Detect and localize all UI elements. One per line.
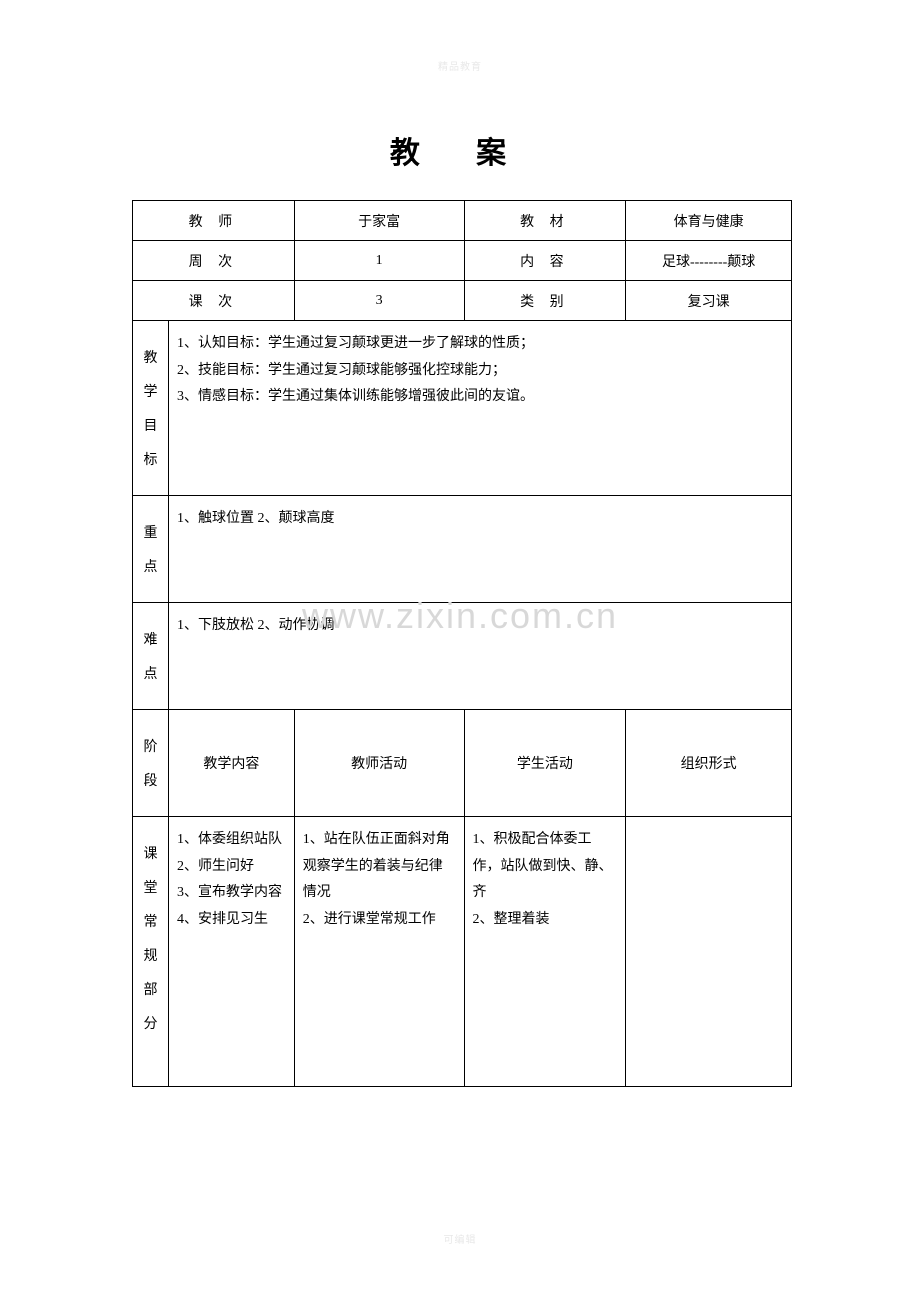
label-week: 周 次	[133, 241, 295, 281]
info-row-week: 周 次 1 内 容 足球--------颠球	[133, 241, 792, 281]
label-material: 教 材	[464, 201, 626, 241]
page-footer: 可编辑	[0, 1231, 920, 1246]
label-char: 重	[137, 522, 164, 542]
label-char: 常	[137, 911, 164, 931]
label-char: 堂	[137, 877, 164, 897]
label-char: 学	[137, 381, 164, 401]
label-char: 课	[137, 843, 164, 863]
page-title: 教 案	[0, 128, 920, 172]
label-lesson: 课 次	[133, 281, 295, 321]
label-char: 教	[137, 347, 164, 367]
routine-teaching-content: 1、体委组织站队2、师生问好3、宣布教学内容4、安排见习生	[168, 817, 294, 1087]
label-teacher: 教 师	[133, 201, 295, 241]
label-char: 标	[137, 449, 164, 469]
header-student-activity: 学生活动	[464, 710, 626, 817]
lesson-plan-table: 教 师 于家富 教 材 体育与健康 周 次 1 内 容 足球--------颠球…	[132, 200, 792, 1087]
value-teacher: 于家富	[294, 201, 464, 241]
label-char: 点	[137, 556, 164, 576]
label-char: 段	[137, 770, 164, 790]
value-type: 复习课	[626, 281, 792, 321]
header-teacher-activity: 教师活动	[294, 710, 464, 817]
info-row-teacher: 教 师 于家富 教 材 体育与健康	[133, 201, 792, 241]
label-routine: 课 堂 常 规 部 分	[133, 817, 169, 1087]
label-objectives: 教 学 目 标	[133, 321, 169, 496]
value-lesson: 3	[294, 281, 464, 321]
content-key-points: 1、触球位置 2、颠球高度	[168, 496, 791, 603]
row-activity-header: 阶 段 教学内容 教师活动 学生活动 组织形式	[133, 710, 792, 817]
value-week: 1	[294, 241, 464, 281]
row-difficult-points: 难 点 1、下肢放松 2、动作协调	[133, 603, 792, 710]
header-organization: 组织形式	[626, 710, 792, 817]
header-teaching-content: 教学内容	[168, 710, 294, 817]
routine-student-activity: 1、积极配合体委工作，站队做到快、静、齐2、整理着装	[464, 817, 626, 1087]
info-row-lesson: 课 次 3 类 别 复习课	[133, 281, 792, 321]
row-routine: 课 堂 常 规 部 分 1、体委组织站队2、师生问好3、宣布教学内容4、安排见习…	[133, 817, 792, 1087]
label-key-points: 重 点	[133, 496, 169, 603]
label-char: 难	[137, 629, 164, 649]
label-char: 分	[137, 1013, 164, 1033]
content-objectives: 1、认知目标：学生通过复习颠球更进一步了解球的性质；2、技能目标：学生通过复习颠…	[168, 321, 791, 496]
label-content: 内 容	[464, 241, 626, 281]
content-difficult-points: 1、下肢放松 2、动作协调	[168, 603, 791, 710]
page-header: 精品教育	[0, 58, 920, 73]
label-difficult-points: 难 点	[133, 603, 169, 710]
label-type: 类 别	[464, 281, 626, 321]
label-char: 目	[137, 415, 164, 435]
label-char: 规	[137, 945, 164, 965]
label-stage: 阶 段	[133, 710, 169, 817]
value-content: 足球--------颠球	[626, 241, 792, 281]
row-key-points: 重 点 1、触球位置 2、颠球高度	[133, 496, 792, 603]
routine-teacher-activity: 1、站在队伍正面斜对角观察学生的着装与纪律情况2、进行课堂常规工作	[294, 817, 464, 1087]
routine-organization	[626, 817, 792, 1087]
value-material: 体育与健康	[626, 201, 792, 241]
label-char: 阶	[137, 736, 164, 756]
label-char: 点	[137, 663, 164, 683]
row-objectives: 教 学 目 标 1、认知目标：学生通过复习颠球更进一步了解球的性质；2、技能目标…	[133, 321, 792, 496]
label-char: 部	[137, 979, 164, 999]
